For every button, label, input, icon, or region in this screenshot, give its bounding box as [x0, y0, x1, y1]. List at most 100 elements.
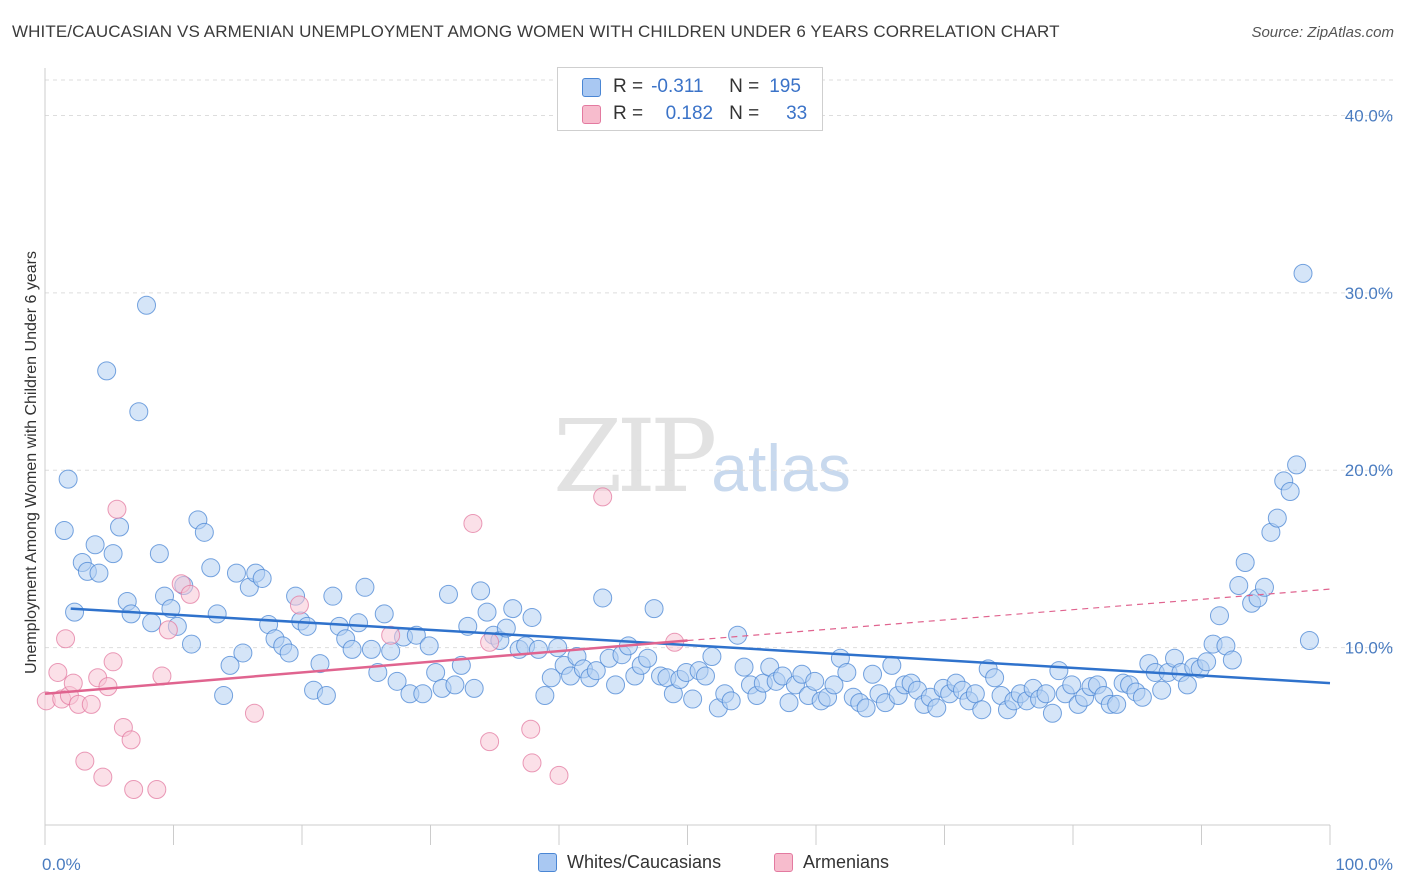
whites-point [142, 613, 162, 633]
whites-point [1132, 687, 1152, 707]
armenians-point [107, 499, 127, 519]
armenians-point [480, 732, 500, 752]
whites-point [342, 639, 362, 659]
legend-n-value: 33 [786, 103, 808, 124]
whites-point [586, 661, 606, 681]
whites-point [1062, 675, 1082, 695]
whites-point [226, 563, 246, 583]
armenians-point [381, 625, 401, 645]
whites-point [65, 602, 85, 622]
whites-point [824, 675, 844, 695]
whites-point [721, 691, 741, 711]
armenians-point [480, 632, 500, 652]
whites-point [214, 686, 234, 706]
whites-point [863, 664, 883, 684]
whites-point [54, 521, 74, 541]
legend-r-value: -0.311 [651, 76, 704, 97]
x-tick-label: 0.0% [42, 855, 81, 874]
whites-point [985, 668, 1005, 688]
whites-point [464, 678, 484, 698]
whites-point [593, 588, 613, 608]
whites-point [1287, 455, 1307, 475]
whites-point [406, 625, 426, 645]
whites-point [548, 638, 568, 658]
whites-point [121, 604, 141, 624]
armenians-point [593, 487, 613, 507]
whites-point [528, 639, 548, 659]
bottom-legend-armenians: Armenians [774, 852, 889, 873]
y-axis-label: Unemployment Among Women with Children U… [23, 251, 40, 674]
armenians-point [103, 652, 123, 672]
armenians-point [180, 584, 200, 604]
whites-point [683, 689, 703, 709]
whites-point [110, 517, 130, 537]
legend-row-armenians: R = 0.182 N = 33 [582, 102, 807, 126]
whites-point [927, 698, 947, 718]
source-label: Source: ZipAtlas.com [1251, 24, 1394, 41]
whites-point [149, 544, 169, 564]
whites-point [207, 604, 227, 624]
armenians-trend-line [44, 639, 688, 695]
whites-point [1107, 694, 1127, 714]
whites-point [310, 654, 330, 674]
armenians-point [244, 703, 264, 723]
whites-point [129, 402, 149, 422]
whites-point [541, 668, 561, 688]
whites-point [1254, 577, 1274, 597]
whites-point [695, 666, 715, 686]
whites-point [728, 625, 748, 645]
whites-point [426, 662, 446, 682]
armenians-point [124, 780, 144, 800]
armenians-point [48, 662, 68, 682]
whites-point [137, 295, 157, 315]
whites-point [419, 636, 439, 656]
whites-point [181, 634, 201, 654]
watermark-zip: ZIP [553, 398, 717, 515]
armenians-trend-extension [687, 588, 1331, 642]
whites-point [1235, 552, 1255, 572]
bottom-legend-label-whites: Whites/Caucasians [567, 852, 722, 872]
whites-point [413, 684, 433, 704]
whites-point [734, 657, 754, 677]
armenians-point [56, 629, 76, 649]
whites-point [1222, 650, 1242, 670]
whites-point [1177, 675, 1197, 695]
whites-point [355, 577, 375, 597]
whites-point [361, 639, 381, 659]
whites-point [1152, 680, 1172, 700]
armenians-point [158, 620, 178, 640]
whites-point [856, 698, 876, 718]
whites-point [438, 584, 458, 604]
whites-point [1280, 482, 1300, 502]
whites-point [201, 558, 221, 578]
whites-point [58, 469, 78, 489]
whites-point [535, 686, 555, 706]
whites-point [496, 618, 516, 638]
whites-point [522, 607, 542, 627]
whites-point [220, 655, 240, 675]
legend-swatch-armenians [582, 104, 601, 124]
armenians-point [63, 673, 83, 693]
whites-point [606, 675, 626, 695]
legend-n-label: N = [729, 76, 760, 97]
whites-point [638, 648, 658, 668]
armenians-point [522, 753, 542, 773]
x-tick-label: 100.0% [1335, 855, 1393, 874]
armenians-point [549, 765, 569, 785]
whites-point [503, 599, 523, 619]
legend-n-value: 195 [769, 76, 801, 97]
armenians-point [289, 595, 309, 615]
whites-point [381, 641, 401, 661]
bottom-legend-label-armenians: Armenians [803, 852, 890, 872]
legend-r-label: R = [613, 103, 644, 124]
whites-point [233, 643, 253, 663]
whites-point [323, 586, 343, 606]
whites-point [297, 616, 317, 636]
bottom-legend-swatch-armenians [774, 853, 793, 872]
whites-point [1229, 576, 1249, 596]
whites-point [85, 535, 105, 555]
bottom-legend-whites: Whites/Caucasians [538, 852, 721, 873]
y-tick-label: 30.0% [1345, 284, 1393, 303]
whites-point [471, 581, 491, 601]
